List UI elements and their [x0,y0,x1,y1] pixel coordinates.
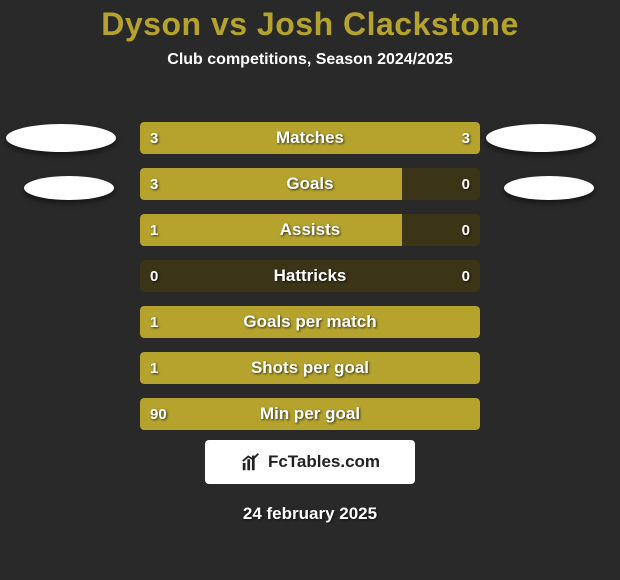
bar-value-right: 0 [462,214,470,246]
chart-icon [240,451,262,473]
bar-label: Goals per match [140,306,480,338]
stat-bar-row: Hattricks0 0 [140,260,480,292]
bar-value-left: 90 [150,398,167,430]
stat-bar-row: Min per goal90 [140,398,480,430]
bar-value-left: 1 [150,214,158,246]
player-left-shadow-2 [24,176,114,200]
player-left-shadow-1 [6,124,116,152]
bar-value-left: 3 [150,168,158,200]
stat-bar-row: Shots per goal1 [140,352,480,384]
bar-label: Min per goal [140,398,480,430]
fctables-badge: FcTables.com [205,440,415,484]
bar-value-right: 3 [462,122,470,154]
stats-bars-area: Matches33Goals30Assists10Hattricks00Goal… [140,122,480,444]
bar-value-left: 0 [150,260,158,292]
bar-label: Assists [140,214,480,246]
bar-label: Hattricks [140,260,480,292]
page-title: Dyson vs Josh Clackstone [0,0,620,43]
bar-label: Matches [140,122,480,154]
subtitle: Club competitions, Season 2024/2025 [0,51,620,69]
bar-value-left: 1 [150,306,158,338]
bar-value-right: 0 [462,260,470,292]
generated-date: 24 february 2025 [0,504,620,524]
stat-bar-row: Goals per match1 [140,306,480,338]
stat-bar-row: Goals3 0 [140,168,480,200]
stat-bar-row: Assists1 0 [140,214,480,246]
bar-label: Shots per goal [140,352,480,384]
badge-text: FcTables.com [268,452,380,472]
player-right-shadow-1 [486,124,596,152]
player-right-shadow-2 [504,176,594,200]
bar-value-left: 3 [150,122,158,154]
bar-value-left: 1 [150,352,158,384]
bar-value-right: 0 [462,168,470,200]
bar-label: Goals [140,168,480,200]
stat-bar-row: Matches3 3 [140,122,480,154]
